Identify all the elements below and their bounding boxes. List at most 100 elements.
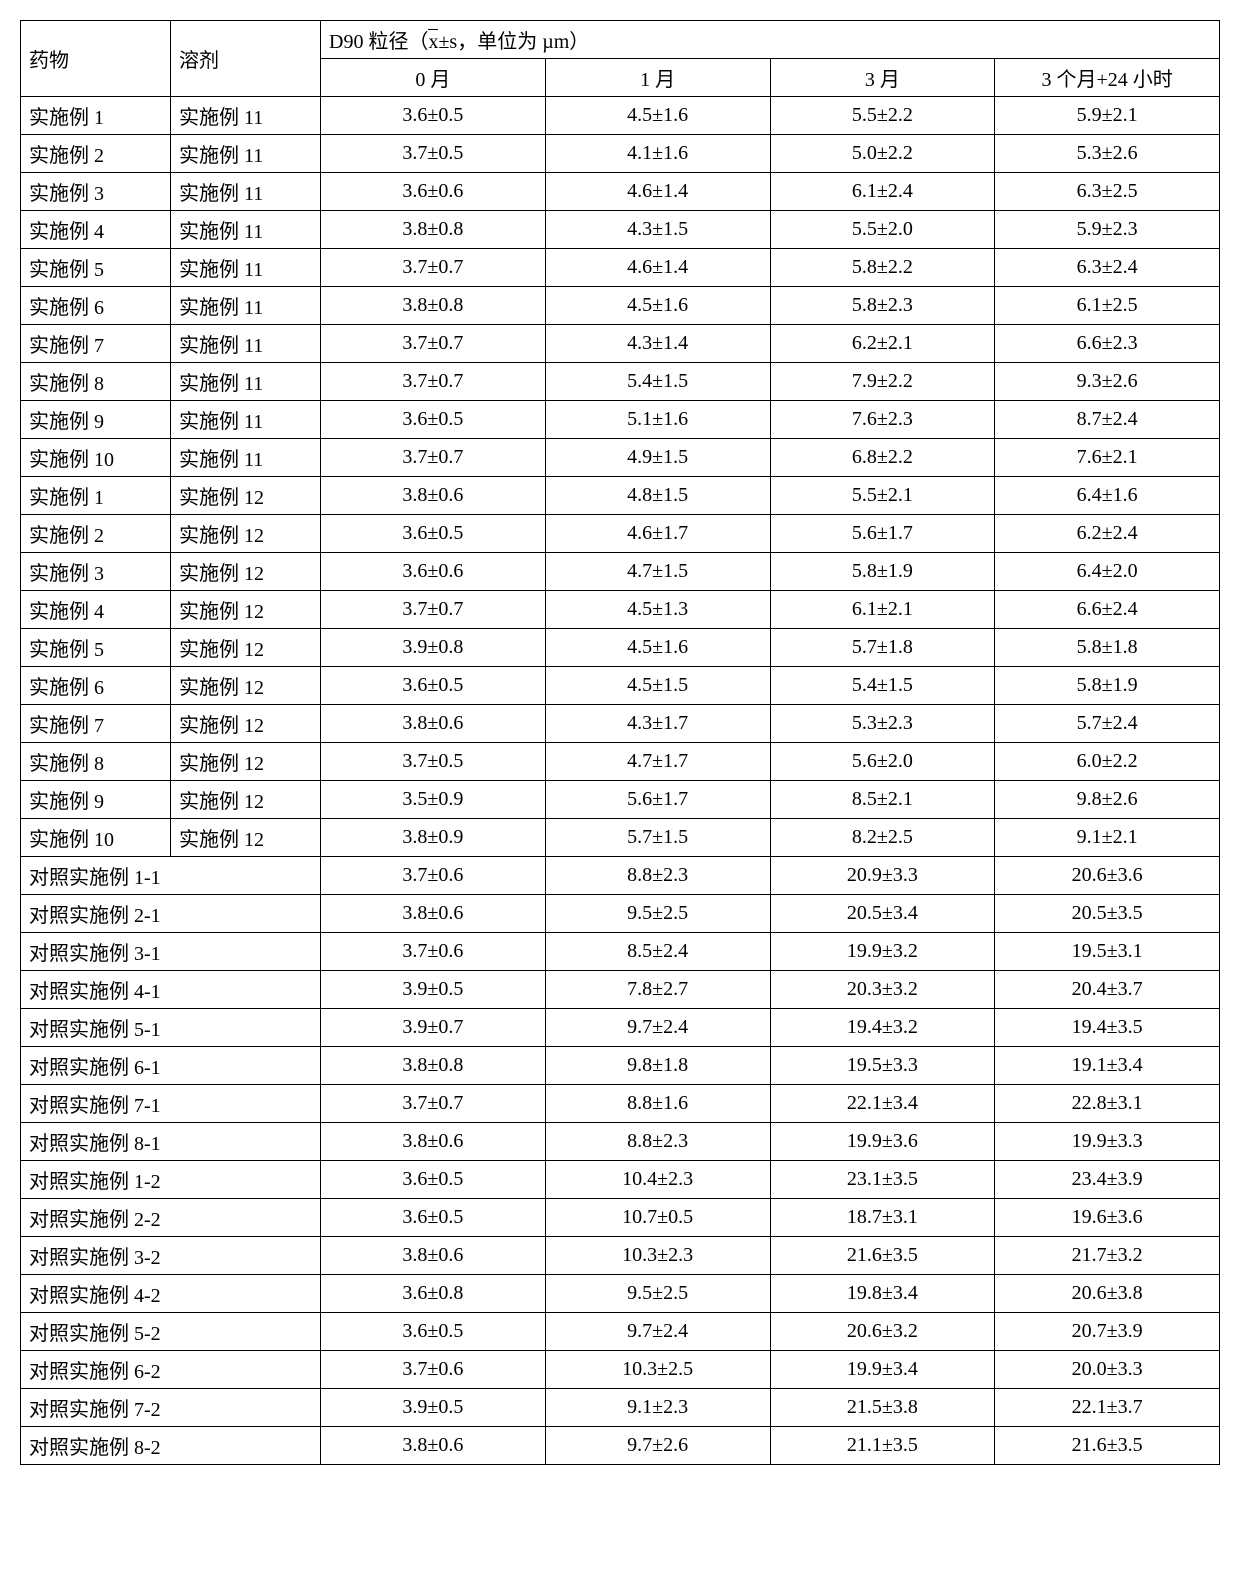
drug-cell: 实施例 6: [21, 287, 171, 325]
value-cell: 3.8±0.6: [321, 1237, 546, 1275]
control-label-cell: 对照实施例 7-1: [21, 1085, 321, 1123]
drug-cell: 实施例 2: [21, 515, 171, 553]
table-row: 实施例 9实施例 123.5±0.95.6±1.78.5±2.19.8±2.6: [21, 781, 1220, 819]
value-cell: 3.7±0.6: [321, 1351, 546, 1389]
solvent-cell: 实施例 11: [171, 287, 321, 325]
value-cell: 3.9±0.7: [321, 1009, 546, 1047]
table-row: 实施例 8实施例 123.7±0.54.7±1.75.6±2.06.0±2.2: [21, 743, 1220, 781]
value-cell: 3.6±0.5: [321, 401, 546, 439]
solvent-cell: 实施例 11: [171, 325, 321, 363]
value-cell: 4.3±1.7: [545, 705, 770, 743]
value-cell: 6.0±2.2: [995, 743, 1220, 781]
value-cell: 3.7±0.7: [321, 325, 546, 363]
value-cell: 4.3±1.4: [545, 325, 770, 363]
control-label-cell: 对照实施例 2-2: [21, 1199, 321, 1237]
value-cell: 23.1±3.5: [770, 1161, 995, 1199]
value-cell: 6.4±1.6: [995, 477, 1220, 515]
value-cell: 6.1±2.1: [770, 591, 995, 629]
control-label-cell: 对照实施例 5-2: [21, 1313, 321, 1351]
drug-cell: 实施例 8: [21, 363, 171, 401]
value-cell: 5.3±2.3: [770, 705, 995, 743]
value-cell: 5.8±1.9: [770, 553, 995, 591]
value-cell: 5.9±2.1: [995, 97, 1220, 135]
control-label-cell: 对照实施例 4-2: [21, 1275, 321, 1313]
value-cell: 3.6±0.6: [321, 173, 546, 211]
drug-cell: 实施例 9: [21, 401, 171, 439]
value-cell: 6.3±2.5: [995, 173, 1220, 211]
drug-cell: 实施例 5: [21, 629, 171, 667]
drug-cell: 实施例 10: [21, 819, 171, 857]
value-cell: 5.5±2.2: [770, 97, 995, 135]
value-cell: 4.8±1.5: [545, 477, 770, 515]
value-cell: 22.1±3.4: [770, 1085, 995, 1123]
value-cell: 5.6±1.7: [770, 515, 995, 553]
control-label-cell: 对照实施例 1-1: [21, 857, 321, 895]
value-cell: 4.6±1.4: [545, 249, 770, 287]
drug-cell: 实施例 4: [21, 591, 171, 629]
value-cell: 3.8±0.8: [321, 1047, 546, 1085]
value-cell: 19.6±3.6: [995, 1199, 1220, 1237]
value-cell: 20.9±3.3: [770, 857, 995, 895]
table-row: 实施例 1实施例 123.8±0.64.8±1.55.5±2.16.4±1.6: [21, 477, 1220, 515]
table-row: 实施例 10实施例 113.7±0.74.9±1.56.8±2.27.6±2.1: [21, 439, 1220, 477]
value-cell: 3.8±0.9: [321, 819, 546, 857]
value-cell: 19.1±3.4: [995, 1047, 1220, 1085]
value-cell: 4.1±1.6: [545, 135, 770, 173]
value-cell: 5.8±2.3: [770, 287, 995, 325]
table-row: 对照实施例 5-13.9±0.79.7±2.419.4±3.219.4±3.5: [21, 1009, 1220, 1047]
value-cell: 3.6±0.5: [321, 97, 546, 135]
value-cell: 6.4±2.0: [995, 553, 1220, 591]
header-row-1: 药物溶剂D90 粒径（x±s，单位为 µm）: [21, 21, 1220, 59]
value-cell: 6.3±2.4: [995, 249, 1220, 287]
control-label-cell: 对照实施例 2-1: [21, 895, 321, 933]
value-cell: 5.5±2.0: [770, 211, 995, 249]
value-cell: 19.9±3.6: [770, 1123, 995, 1161]
solvent-cell: 实施例 12: [171, 591, 321, 629]
value-cell: 3.7±0.6: [321, 933, 546, 971]
header-col-1: 1 月: [545, 59, 770, 97]
control-label-cell: 对照实施例 6-1: [21, 1047, 321, 1085]
value-cell: 3.7±0.6: [321, 857, 546, 895]
drug-cell: 实施例 8: [21, 743, 171, 781]
value-cell: 19.9±3.4: [770, 1351, 995, 1389]
header-col-2: 3 月: [770, 59, 995, 97]
value-cell: 8.5±2.1: [770, 781, 995, 819]
value-cell: 3.7±0.7: [321, 249, 546, 287]
table-row: 对照实施例 4-13.9±0.57.8±2.720.3±3.220.4±3.7: [21, 971, 1220, 1009]
value-cell: 20.5±3.5: [995, 895, 1220, 933]
value-cell: 21.1±3.5: [770, 1427, 995, 1465]
value-cell: 3.6±0.5: [321, 515, 546, 553]
value-cell: 9.7±2.6: [545, 1427, 770, 1465]
value-cell: 5.6±2.0: [770, 743, 995, 781]
value-cell: 5.7±1.8: [770, 629, 995, 667]
value-cell: 3.8±0.6: [321, 705, 546, 743]
solvent-cell: 实施例 12: [171, 781, 321, 819]
value-cell: 3.6±0.8: [321, 1275, 546, 1313]
value-cell: 3.8±0.6: [321, 477, 546, 515]
value-cell: 8.2±2.5: [770, 819, 995, 857]
control-label-cell: 对照实施例 8-2: [21, 1427, 321, 1465]
control-label-cell: 对照实施例 3-2: [21, 1237, 321, 1275]
table-row: 实施例 8实施例 113.7±0.75.4±1.57.9±2.29.3±2.6: [21, 363, 1220, 401]
table-row: 实施例 4实施例 113.8±0.84.3±1.55.5±2.05.9±2.3: [21, 211, 1220, 249]
value-cell: 20.5±3.4: [770, 895, 995, 933]
value-cell: 9.7±2.4: [545, 1009, 770, 1047]
value-cell: 6.2±2.1: [770, 325, 995, 363]
value-cell: 6.1±2.5: [995, 287, 1220, 325]
drug-cell: 实施例 10: [21, 439, 171, 477]
table-row: 对照实施例 8-23.8±0.69.7±2.621.1±3.521.6±3.5: [21, 1427, 1220, 1465]
table-row: 对照实施例 3-23.8±0.610.3±2.321.6±3.521.7±3.2: [21, 1237, 1220, 1275]
table-row: 对照实施例 5-23.6±0.59.7±2.420.6±3.220.7±3.9: [21, 1313, 1220, 1351]
drug-cell: 实施例 3: [21, 173, 171, 211]
value-cell: 19.4±3.2: [770, 1009, 995, 1047]
value-cell: 21.6±3.5: [995, 1427, 1220, 1465]
drug-cell: 实施例 6: [21, 667, 171, 705]
table-row: 实施例 7实施例 123.8±0.64.3±1.75.3±2.35.7±2.4: [21, 705, 1220, 743]
table-row: 实施例 3实施例 113.6±0.64.6±1.46.1±2.46.3±2.5: [21, 173, 1220, 211]
value-cell: 20.6±3.8: [995, 1275, 1220, 1313]
table-row: 对照实施例 7-23.9±0.59.1±2.321.5±3.822.1±3.7: [21, 1389, 1220, 1427]
table-row: 对照实施例 6-13.8±0.89.8±1.819.5±3.319.1±3.4: [21, 1047, 1220, 1085]
table-row: 对照实施例 4-23.6±0.89.5±2.519.8±3.420.6±3.8: [21, 1275, 1220, 1313]
value-cell: 9.5±2.5: [545, 1275, 770, 1313]
value-cell: 23.4±3.9: [995, 1161, 1220, 1199]
